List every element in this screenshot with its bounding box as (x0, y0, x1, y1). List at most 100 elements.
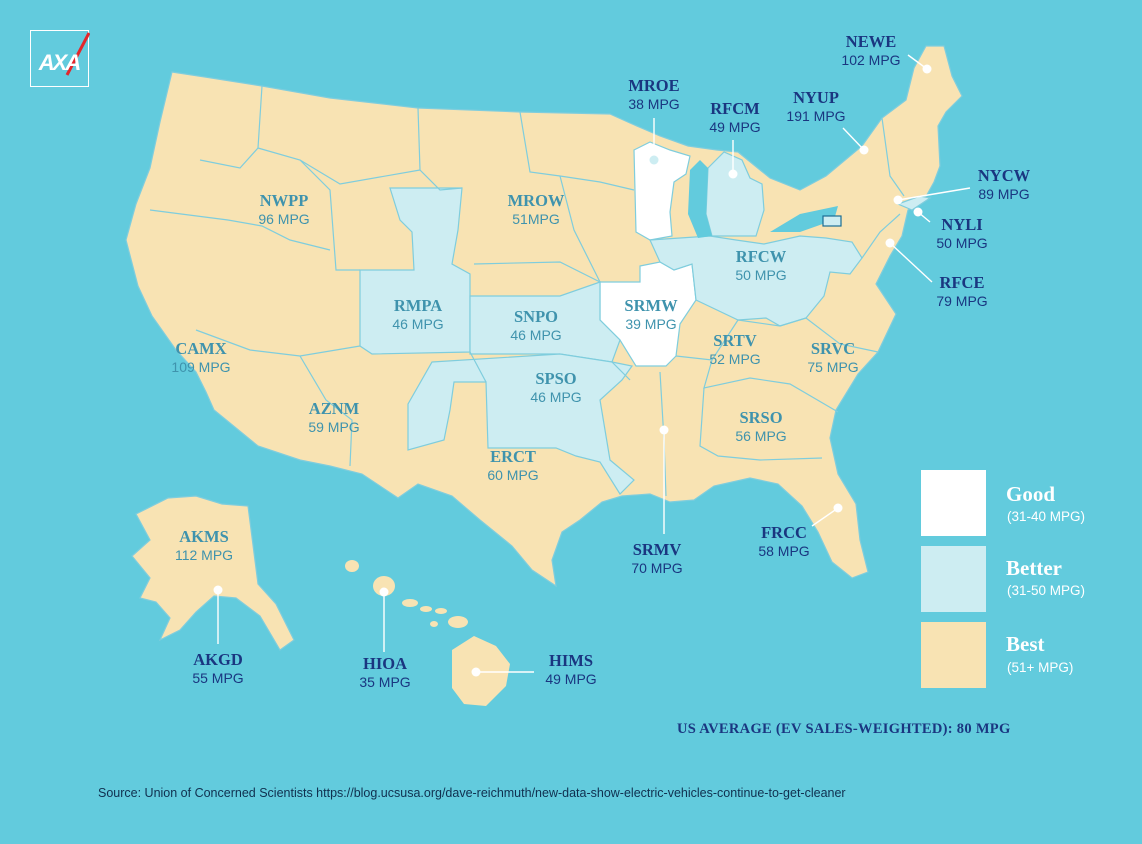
region-label-rfce: RFCE 79 MPG (936, 273, 988, 309)
callout-lines (213, 54, 971, 677)
region-code: NYCW (977, 166, 1031, 185)
alaska-shape (131, 495, 295, 651)
region-code: RFCM (710, 99, 760, 118)
hawaii-islands (345, 560, 510, 706)
legend-swatch-better (921, 546, 986, 612)
region-code: SRMW (624, 296, 678, 315)
region-mpg: 38 MPG (628, 95, 680, 112)
region-label-frcc: FRCC 58 MPG (758, 523, 810, 559)
region-mpg: 191 MPG (786, 107, 846, 124)
logo-slash-icon (65, 32, 90, 76)
region-label-mroe: MROE 38 MPG (628, 76, 680, 112)
region-label-akgd: AKGD 55 MPG (192, 650, 244, 686)
region-shape-mroe (633, 141, 691, 241)
region-code: RFCE (939, 273, 985, 292)
region-label-srmw: SRMW 39 MPG (624, 296, 678, 332)
region-code: SNPO (513, 307, 559, 326)
region-shape-nyli (896, 195, 932, 211)
region-label-srso: SRSO 56 MPG (735, 408, 787, 444)
region-code: SRTV (713, 331, 757, 350)
region-label-rfcw: RFCW 50 MPG (735, 247, 787, 283)
region-mpg: 55 MPG (192, 669, 244, 686)
region-mpg: 89 MPG (978, 185, 1030, 202)
region-label-snpo: SNPO 46 MPG (510, 307, 562, 343)
region-code: NWPP (259, 191, 309, 210)
region-mpg: 46 MPG (530, 388, 582, 405)
region-mpg: 46 MPG (392, 315, 444, 332)
region-label-rfcm: RFCM 49 MPG (709, 99, 761, 135)
region-shape-rmpa (359, 187, 471, 355)
region-mpg: 70 MPG (631, 559, 683, 576)
region-mpg: 49 MPG (709, 118, 761, 135)
region-code: ERCT (490, 447, 536, 466)
region-label-mrow: MROW 51MPG (507, 191, 565, 227)
source-citation: Source: Union of Concerned Scientists ht… (98, 786, 846, 800)
lake-erie (770, 206, 838, 232)
region-mpg: 35 MPG (359, 673, 411, 690)
region-mpg: 51MPG (512, 210, 560, 227)
region-label-srtv: SRTV 52 MPG (709, 331, 761, 367)
us-average-label: US AVERAGE (EV SALES-WEIGHTED): 80 MPG (677, 721, 1011, 737)
region-label-srvc: SRVC 75 MPG (807, 339, 859, 375)
region-code: AZNM (308, 399, 360, 418)
region-shape-snpo (469, 281, 621, 363)
region-shape-spso (407, 353, 635, 495)
region-mpg: 50 MPG (936, 234, 988, 251)
region-label-hims: HIMS 49 MPG (545, 651, 597, 687)
logo-text: AXA (38, 50, 81, 75)
region-code: AKMS (179, 527, 229, 546)
region-code: SRSO (739, 408, 783, 427)
region-code: SRMV (632, 540, 682, 559)
region-code: HIMS (548, 651, 594, 670)
region-mpg: 59 MPG (308, 418, 360, 435)
region-label-camx: CAMX 109 MPG (171, 339, 231, 375)
region-label-nyup: NYUP 191 MPG (786, 88, 846, 124)
region-code: MROW (507, 191, 565, 210)
region-mpg: 79 MPG (936, 292, 988, 309)
legend-range-good: (31-40 MPG) (1007, 509, 1086, 524)
legend-range-better: (31-50 MPG) (1007, 583, 1086, 598)
region-code: SPSO (535, 369, 577, 388)
region-label-erct: ERCT 60 MPG (487, 447, 539, 483)
region-mpg: 75 MPG (807, 358, 859, 375)
region-code: FRCC (761, 523, 807, 542)
legend-swatch-best (921, 622, 986, 688)
region-mpg: 60 MPG (487, 466, 539, 483)
region-label-spso: SPSO 46 MPG (530, 369, 582, 405)
region-label-nwpp: NWPP 96 MPG (258, 191, 310, 227)
region-label-srmv: SRMV 70 MPG (631, 540, 683, 576)
legend-title-better: Better (1006, 556, 1062, 580)
region-label-nycw: NYCW 89 MPG (977, 166, 1031, 202)
region-label-rmpa: RMPA 46 MPG (392, 296, 444, 332)
region-code: MROE (628, 76, 680, 95)
axa-logo: AXA (30, 30, 90, 87)
legend-swatch-good (921, 470, 986, 536)
region-label-akms: AKMS 112 MPG (175, 527, 233, 563)
legend-title-best: Best (1006, 632, 1045, 656)
region-code: HIOA (362, 654, 408, 673)
region-mpg: 52 MPG (709, 350, 761, 367)
region-mpg: 109 MPG (171, 358, 231, 375)
region-mpg: 49 MPG (545, 670, 597, 687)
region-code: NYLI (941, 215, 983, 234)
region-code: SRVC (810, 339, 856, 358)
region-code: NYUP (793, 88, 839, 107)
region-mpg: 56 MPG (735, 427, 787, 444)
legend-title-good: Good (1006, 482, 1056, 506)
region-mpg: 102 MPG (841, 51, 901, 68)
region-shape-rfcm (705, 151, 765, 237)
region-code: AKGD (193, 650, 243, 669)
great-lakes (688, 160, 712, 238)
lake-marker (822, 215, 842, 227)
region-mpg: 46 MPG (510, 326, 562, 343)
region-mpg: 50 MPG (735, 266, 787, 283)
region-mpg: 58 MPG (758, 542, 810, 559)
region-label-nyli: NYLI 50 MPG (936, 215, 988, 251)
region-borders (149, 85, 905, 497)
region-code: RMPA (393, 296, 443, 315)
legend-range-best: (51+ MPG) (1007, 660, 1074, 675)
region-mpg: 96 MPG (258, 210, 310, 227)
region-code: NEWE (845, 32, 897, 51)
